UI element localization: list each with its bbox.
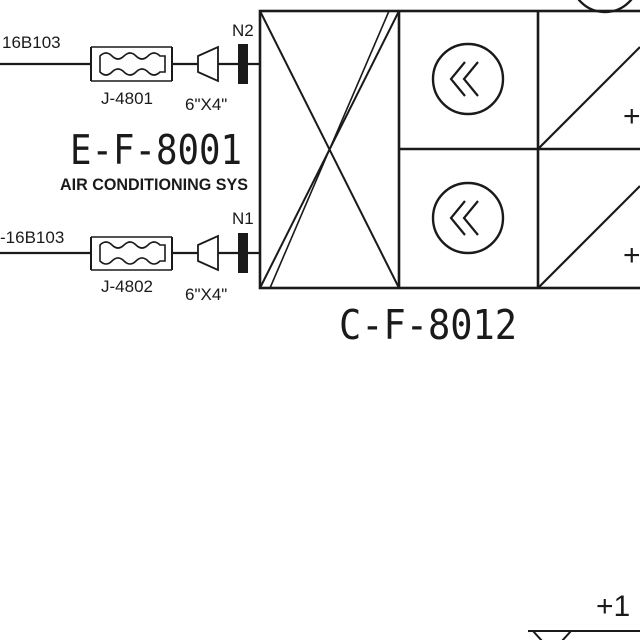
upper-fan-chevron-inner bbox=[462, 61, 479, 97]
level-marker-triangle bbox=[532, 630, 572, 640]
unit-tag: C-F-8012 bbox=[339, 301, 517, 349]
upper-line-tag: 16B103 bbox=[2, 33, 61, 52]
upper-reducer bbox=[197, 45, 219, 83]
upper-joint-tag: J-4801 bbox=[101, 89, 153, 108]
upper-nozzle-label: N2 bbox=[232, 21, 254, 40]
air-handling-unit: + + bbox=[258, 0, 640, 290]
unit-outline bbox=[258, 9, 640, 290]
lower-joint-tag: J-4802 bbox=[101, 277, 153, 296]
upper-reducer-size: 6"X4" bbox=[185, 95, 227, 114]
level-marker: +1 bbox=[528, 590, 640, 640]
upper-fan-circle bbox=[431, 42, 505, 116]
upper-pipe-run: 16B103 J-4801 6"X4" N2 bbox=[0, 21, 260, 114]
lower-pipe-run: -16B103 J-4802 6"X4" N1 bbox=[0, 209, 260, 304]
upper-nozzle-flange bbox=[238, 44, 248, 84]
lower-fan-circle bbox=[431, 181, 505, 255]
upper-coil-diagonal bbox=[537, 46, 640, 150]
lower-coil-diagonal bbox=[537, 185, 640, 289]
lower-line-tag: -16B103 bbox=[0, 228, 64, 247]
lower-nozzle-flange bbox=[238, 233, 248, 273]
lower-fan-chevron-outer bbox=[449, 200, 466, 236]
lower-cut-off-symbol: + bbox=[623, 239, 640, 272]
upper-cut-off-symbol: + bbox=[623, 100, 640, 133]
upper-expansion-joint-bellows bbox=[99, 52, 166, 76]
upper-fan-chevron-outer bbox=[449, 61, 466, 97]
level-marker-label: +1 bbox=[596, 590, 630, 623]
fan-service-label: AIR CONDITIONING SYS bbox=[60, 175, 248, 194]
lower-fan bbox=[431, 181, 505, 255]
lower-fan-chevron-inner bbox=[462, 200, 479, 236]
upper-fan bbox=[431, 42, 505, 116]
lower-expansion-joint-bellows bbox=[99, 241, 166, 265]
lower-reducer-size: 6"X4" bbox=[185, 285, 227, 304]
instrument-bubble bbox=[577, 0, 633, 14]
lower-nozzle-label: N1 bbox=[232, 209, 254, 228]
damper-diagonal-3 bbox=[269, 10, 390, 289]
fan-tag: E-F-8001 bbox=[70, 126, 242, 174]
lower-reducer bbox=[197, 234, 219, 272]
